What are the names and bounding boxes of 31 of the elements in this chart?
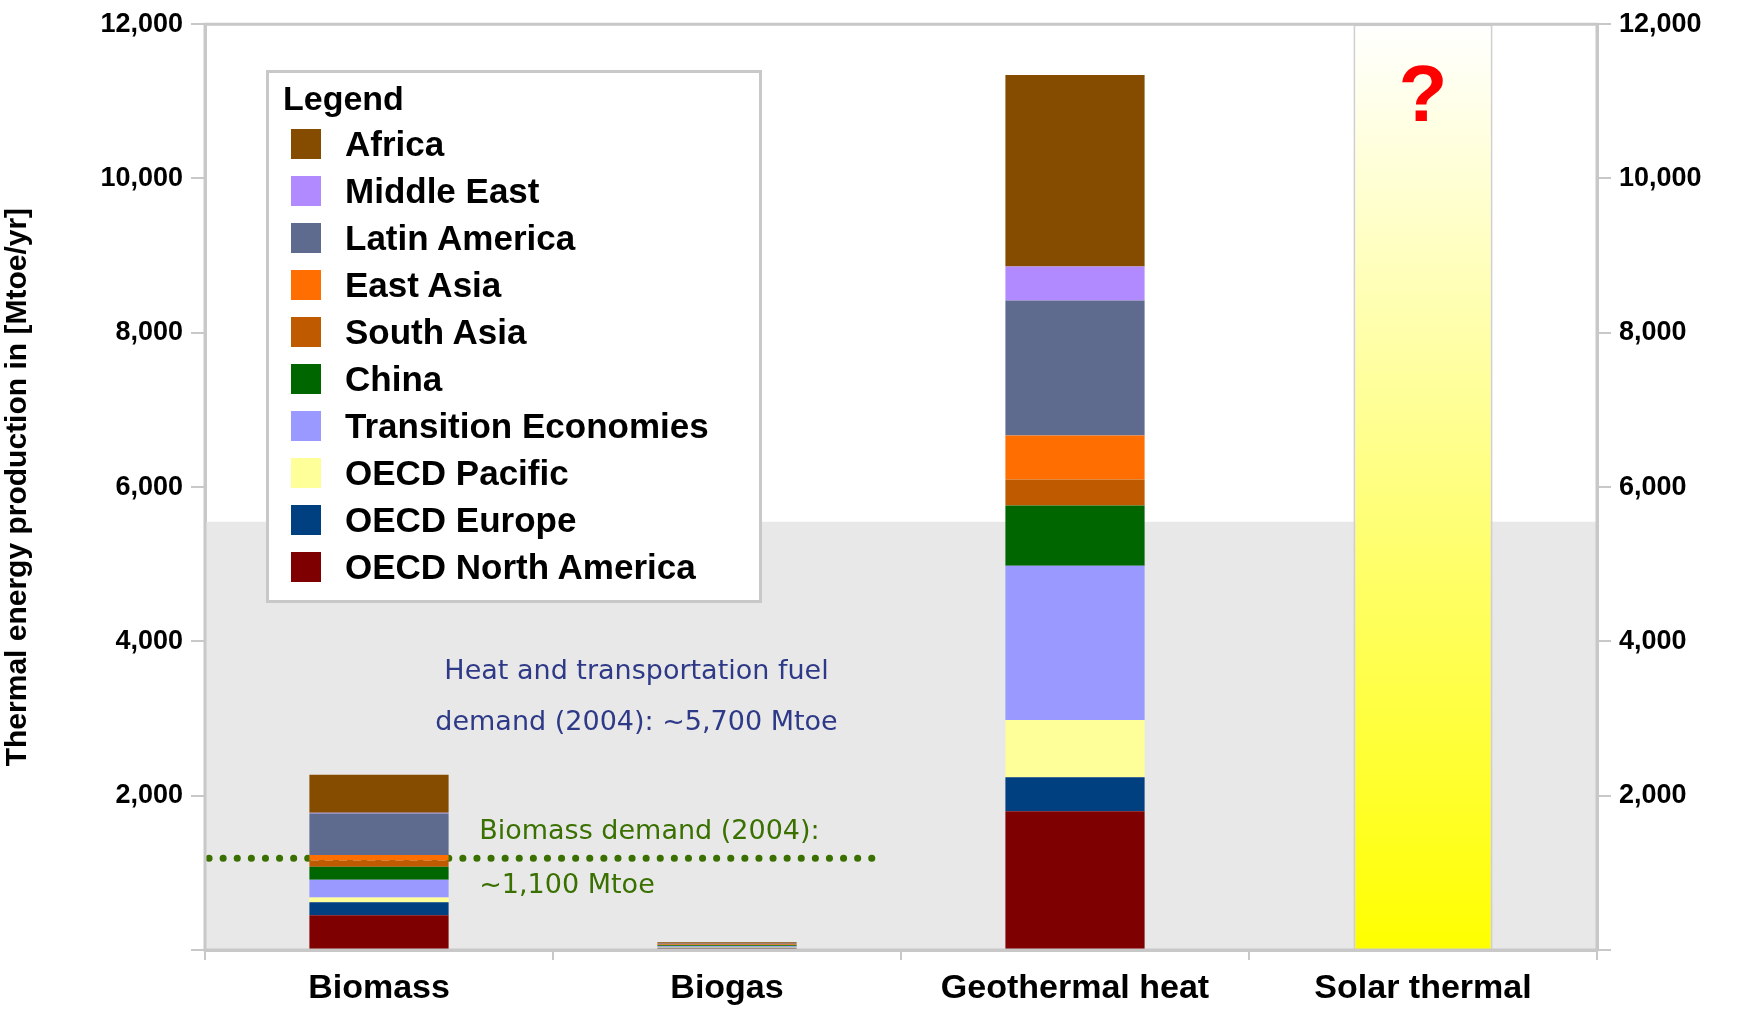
x-tick-label: Solar thermal	[1314, 966, 1532, 1005]
y-axis-title: Thermal energy production in [Mtoe/yr]	[0, 207, 33, 767]
y-tick-label: 10,000	[100, 161, 183, 192]
x-tick-label: Geothermal heat	[940, 966, 1210, 1005]
legend-label: Transition Economies	[345, 405, 709, 446]
y-tick-label: 8,000	[115, 316, 183, 347]
x-tick-label: Biogas	[670, 966, 784, 1005]
y-tick-label: 6,000	[115, 470, 183, 501]
y2-tick-label: 2,000	[1619, 779, 1687, 810]
legend-label: East Asia	[345, 264, 502, 305]
y2-tick-label: 10,000	[1619, 161, 1702, 192]
legend-label: OECD Pacific	[345, 452, 569, 493]
y-tick-label: 12,000	[100, 7, 183, 38]
band-label: Heat and transportation fuel demand (2004): ~5,700 Mtoe	[435, 653, 838, 736]
legend-label: South Asia	[345, 311, 527, 352]
legend-title: Legend	[283, 79, 405, 118]
annotation: ?	[1398, 49, 1448, 139]
y2-tick-label: 4,000	[1619, 624, 1687, 655]
legend-label: OECD Europe	[345, 499, 577, 540]
legend-label: China	[345, 358, 443, 399]
ref-line-label: Biomass demand (2004): ~1,100 Mtoe	[479, 814, 820, 900]
x-tick-label: Biomass	[308, 966, 450, 1005]
y-tick-label: 4,000	[115, 624, 183, 655]
y-tick-label: 2,000	[115, 779, 183, 810]
legend-label: OECD North America	[345, 546, 696, 587]
legend-label: Latin America	[345, 217, 576, 258]
y2-tick-label: 12,000	[1619, 7, 1702, 38]
legend-label: Africa	[345, 123, 445, 164]
y2-tick-label: 8,000	[1619, 316, 1687, 347]
legend-label: Middle East	[345, 170, 540, 211]
y2-tick-label: 6,000	[1619, 470, 1687, 501]
